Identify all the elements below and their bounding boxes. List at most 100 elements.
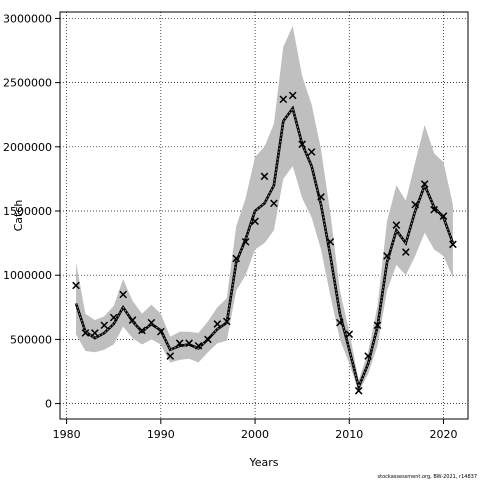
y-tick-label: 2000000 [3,141,52,154]
y-tick-label: 2500000 [3,77,52,90]
observed-catch-markers [72,91,457,395]
catch-marker [109,313,118,322]
catch-marker [194,341,203,350]
x-tick-label: 2000 [241,428,269,441]
catch-marker-stroke [156,327,165,336]
catch-marker-stroke [326,237,335,246]
catch-marker [128,316,137,324]
catch-marker-stroke [260,172,269,181]
catch-marker-stroke [251,217,259,226]
y-tick-label: 500000 [10,333,52,346]
catch-marker [213,320,222,328]
catch-marker-stroke [175,339,184,348]
catch-marker [204,335,212,344]
catch-marker [138,326,146,335]
catch-marker-stroke [430,205,438,214]
catch-marker-stroke [420,180,429,188]
catch-marker-stroke [232,254,241,263]
catch-marker [185,339,193,348]
catch-marker [420,180,429,188]
confidence-band [76,26,453,392]
catch-marker [392,221,401,229]
catch-marker-stroke [383,252,391,260]
catch-marker-stroke [81,329,90,337]
catch-marker-stroke [270,199,278,208]
catch-marker-stroke [288,91,297,100]
catch-marker-stroke [213,320,222,328]
plot-frame [59,11,469,420]
catch-marker [100,321,109,330]
catch-marker [373,321,382,330]
catch-marker [411,200,420,209]
catch-marker [241,237,250,246]
catch-marker-stroke [222,317,231,326]
x-axis-ticks: 1980 1990 2000 2010 2020 [53,419,458,441]
catch-marker-stroke [185,339,193,348]
catch-marker-stroke [194,341,203,350]
x-axis-title: Years [248,456,278,469]
catch-marker [72,281,80,290]
catch-marker-stroke [401,248,410,256]
catch-marker [260,172,269,181]
catch-marker-stroke [119,290,127,299]
catch-marker [81,329,90,337]
catch-marker [270,199,278,208]
catch-marker-stroke [109,313,118,322]
catch-marker [354,386,363,395]
catch-marker [449,240,457,249]
catch-marker [147,318,156,327]
catch-marker-stroke [336,318,344,327]
y-tick-label: 1000000 [3,269,52,282]
catch-marker-stroke [128,316,137,324]
catch-marker-stroke [345,330,354,339]
catch-marker [307,148,316,156]
catch-marker-stroke [364,352,372,360]
catch-marker [336,318,344,327]
catch-marker-stroke [411,200,420,209]
catch-marker [166,352,175,360]
catch-marker [251,217,259,226]
catch-marker [175,339,184,348]
catch-marker-stroke [439,212,448,220]
x-tick-label: 2020 [430,428,458,441]
catch-marker-stroke [449,240,457,249]
source-footnote: stockassessment.org, BW-2021, r14837 [378,474,477,480]
y-axis-title: Catch [12,200,25,232]
y-tick-label: 3000000 [3,12,52,25]
catch-marker [288,91,297,100]
catch-marker-stroke [72,281,80,290]
catch-marker-stroke [204,335,212,344]
catch-marker [317,193,325,201]
y-tick-label: 0 [45,398,52,411]
catch-marker [439,212,448,220]
catch-marker-stroke [354,386,363,395]
catch-marker-stroke [373,321,382,330]
catch-marker [222,317,231,326]
catch-marker-stroke [147,318,156,327]
catch-marker-stroke [241,237,250,246]
catch-marker [430,205,438,214]
catch-marker-stroke [298,140,306,149]
catch-marker [156,327,165,336]
confidence-band-layer [76,26,453,392]
catch-marker-stroke [166,352,175,360]
x-tick-label: 1980 [53,428,81,441]
catch-marker [232,254,241,263]
catch-marker [345,330,354,339]
catch-marker [119,290,127,299]
catch-marker-stroke [392,221,401,229]
catch-marker [383,252,391,260]
y-tick-label: 1500000 [3,205,52,218]
catch-marker-stroke [91,329,99,337]
x-tick-label: 1990 [147,428,175,441]
catch-marker [279,95,288,104]
catch-marker-stroke [317,193,325,201]
catch-marker [364,352,372,360]
x-tick-label: 2010 [335,428,363,441]
catch-marker-stroke [307,148,316,156]
catch-marker-stroke [100,321,109,330]
catch-marker [91,329,99,337]
catch-marker [401,248,410,256]
catch-marker-stroke [279,95,288,104]
